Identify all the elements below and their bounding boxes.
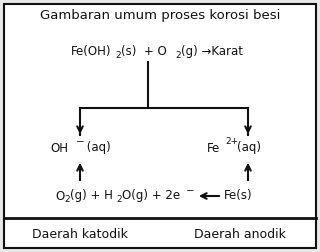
- Text: Fe: Fe: [207, 142, 220, 154]
- Text: O(g) + 2e: O(g) + 2e: [122, 190, 180, 203]
- Text: (aq): (aq): [83, 142, 111, 154]
- Text: (g) →Karat: (g) →Karat: [181, 46, 243, 58]
- Text: 2: 2: [115, 51, 121, 60]
- Text: Daerah katodik: Daerah katodik: [32, 228, 128, 240]
- Text: OH: OH: [50, 142, 68, 154]
- Text: Fe(s): Fe(s): [224, 190, 252, 203]
- Text: −: −: [76, 137, 85, 147]
- Text: (g) + H: (g) + H: [70, 190, 113, 203]
- Text: 2: 2: [175, 51, 180, 60]
- Text: (s)  + O: (s) + O: [121, 46, 167, 58]
- Text: −: −: [186, 186, 195, 196]
- Text: Gambaran umum proses korosi besi: Gambaran umum proses korosi besi: [40, 10, 280, 22]
- Text: Fe(OH): Fe(OH): [71, 46, 111, 58]
- Text: 2: 2: [116, 196, 122, 205]
- Text: O: O: [55, 190, 64, 203]
- Text: Daerah anodik: Daerah anodik: [194, 228, 286, 240]
- Text: (aq): (aq): [237, 142, 261, 154]
- Text: 2+: 2+: [225, 138, 238, 146]
- Text: 2: 2: [64, 196, 70, 205]
